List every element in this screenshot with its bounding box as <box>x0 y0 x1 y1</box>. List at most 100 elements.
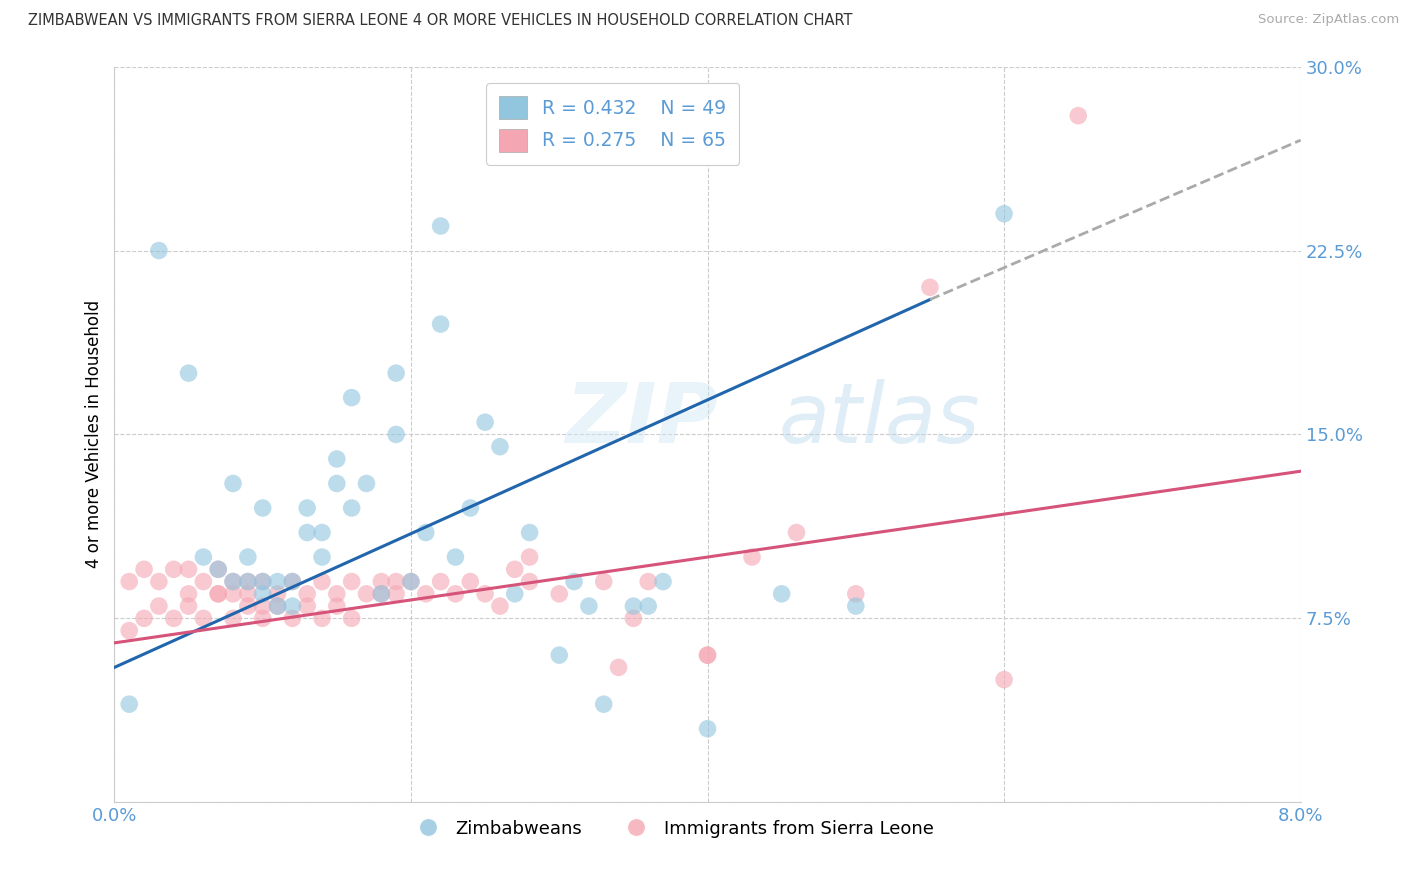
Point <box>177 599 200 613</box>
Point <box>177 366 200 380</box>
Point <box>236 574 259 589</box>
Point <box>236 549 259 564</box>
Point <box>621 611 644 625</box>
Point <box>311 525 333 540</box>
Point <box>222 574 245 589</box>
Point <box>311 574 333 589</box>
Point <box>236 587 259 601</box>
Point <box>252 611 274 625</box>
Point <box>993 207 1015 221</box>
Point <box>222 574 245 589</box>
Point <box>326 476 349 491</box>
Point <box>503 562 526 576</box>
Point <box>311 611 333 625</box>
Point <box>785 525 807 540</box>
Point <box>266 599 288 613</box>
Point <box>281 574 304 589</box>
Point <box>385 574 408 589</box>
Point <box>252 587 274 601</box>
Point <box>266 587 288 601</box>
Point <box>578 599 600 613</box>
Point <box>429 574 451 589</box>
Point <box>474 415 496 429</box>
Point <box>503 587 526 601</box>
Point <box>489 599 512 613</box>
Legend: Zimbabweans, Immigrants from Sierra Leone: Zimbabweans, Immigrants from Sierra Leon… <box>404 813 941 845</box>
Point <box>696 648 718 662</box>
Point <box>266 574 288 589</box>
Point <box>281 574 304 589</box>
Point <box>222 587 245 601</box>
Point <box>399 574 422 589</box>
Point <box>193 574 215 589</box>
Point <box>519 574 541 589</box>
Point <box>474 587 496 601</box>
Point <box>621 599 644 613</box>
Point <box>326 599 349 613</box>
Point <box>1067 109 1090 123</box>
Point <box>370 587 392 601</box>
Point <box>356 476 378 491</box>
Point <box>548 587 571 601</box>
Point <box>415 587 437 601</box>
Point <box>340 501 363 516</box>
Point <box>845 599 868 613</box>
Point <box>607 660 630 674</box>
Point <box>118 574 141 589</box>
Point <box>281 611 304 625</box>
Point <box>356 587 378 601</box>
Point <box>193 611 215 625</box>
Point <box>993 673 1015 687</box>
Point <box>592 574 614 589</box>
Text: ZIMBABWEAN VS IMMIGRANTS FROM SIERRA LEONE 4 OR MORE VEHICLES IN HOUSEHOLD CORRE: ZIMBABWEAN VS IMMIGRANTS FROM SIERRA LEO… <box>28 13 852 29</box>
Point <box>236 574 259 589</box>
Point <box>252 599 274 613</box>
Point <box>295 599 318 613</box>
Point <box>918 280 941 294</box>
Point <box>207 587 229 601</box>
Point <box>207 587 229 601</box>
Point <box>458 501 481 516</box>
Point <box>148 244 170 258</box>
Point <box>385 366 408 380</box>
Point <box>652 574 675 589</box>
Point <box>340 391 363 405</box>
Point <box>370 587 392 601</box>
Point <box>163 611 186 625</box>
Point <box>281 599 304 613</box>
Point <box>519 549 541 564</box>
Point <box>311 549 333 564</box>
Point <box>148 574 170 589</box>
Point <box>326 587 349 601</box>
Point <box>429 317 451 331</box>
Point <box>385 427 408 442</box>
Point <box>252 574 274 589</box>
Point <box>489 440 512 454</box>
Point <box>770 587 793 601</box>
Point <box>177 587 200 601</box>
Point <box>326 452 349 467</box>
Point <box>444 587 467 601</box>
Point <box>148 599 170 613</box>
Point <box>222 611 245 625</box>
Point <box>592 697 614 711</box>
Text: Source: ZipAtlas.com: Source: ZipAtlas.com <box>1258 13 1399 27</box>
Point <box>252 501 274 516</box>
Point <box>399 574 422 589</box>
Point <box>741 549 763 564</box>
Point <box>340 611 363 625</box>
Y-axis label: 4 or more Vehicles in Household: 4 or more Vehicles in Household <box>86 301 103 568</box>
Point <box>295 587 318 601</box>
Point <box>415 525 437 540</box>
Text: atlas: atlas <box>779 379 980 460</box>
Point <box>193 549 215 564</box>
Point <box>370 574 392 589</box>
Point <box>548 648 571 662</box>
Point <box>458 574 481 589</box>
Point <box>295 525 318 540</box>
Point <box>637 574 659 589</box>
Point <box>637 599 659 613</box>
Point <box>385 587 408 601</box>
Point <box>429 219 451 233</box>
Point <box>295 501 318 516</box>
